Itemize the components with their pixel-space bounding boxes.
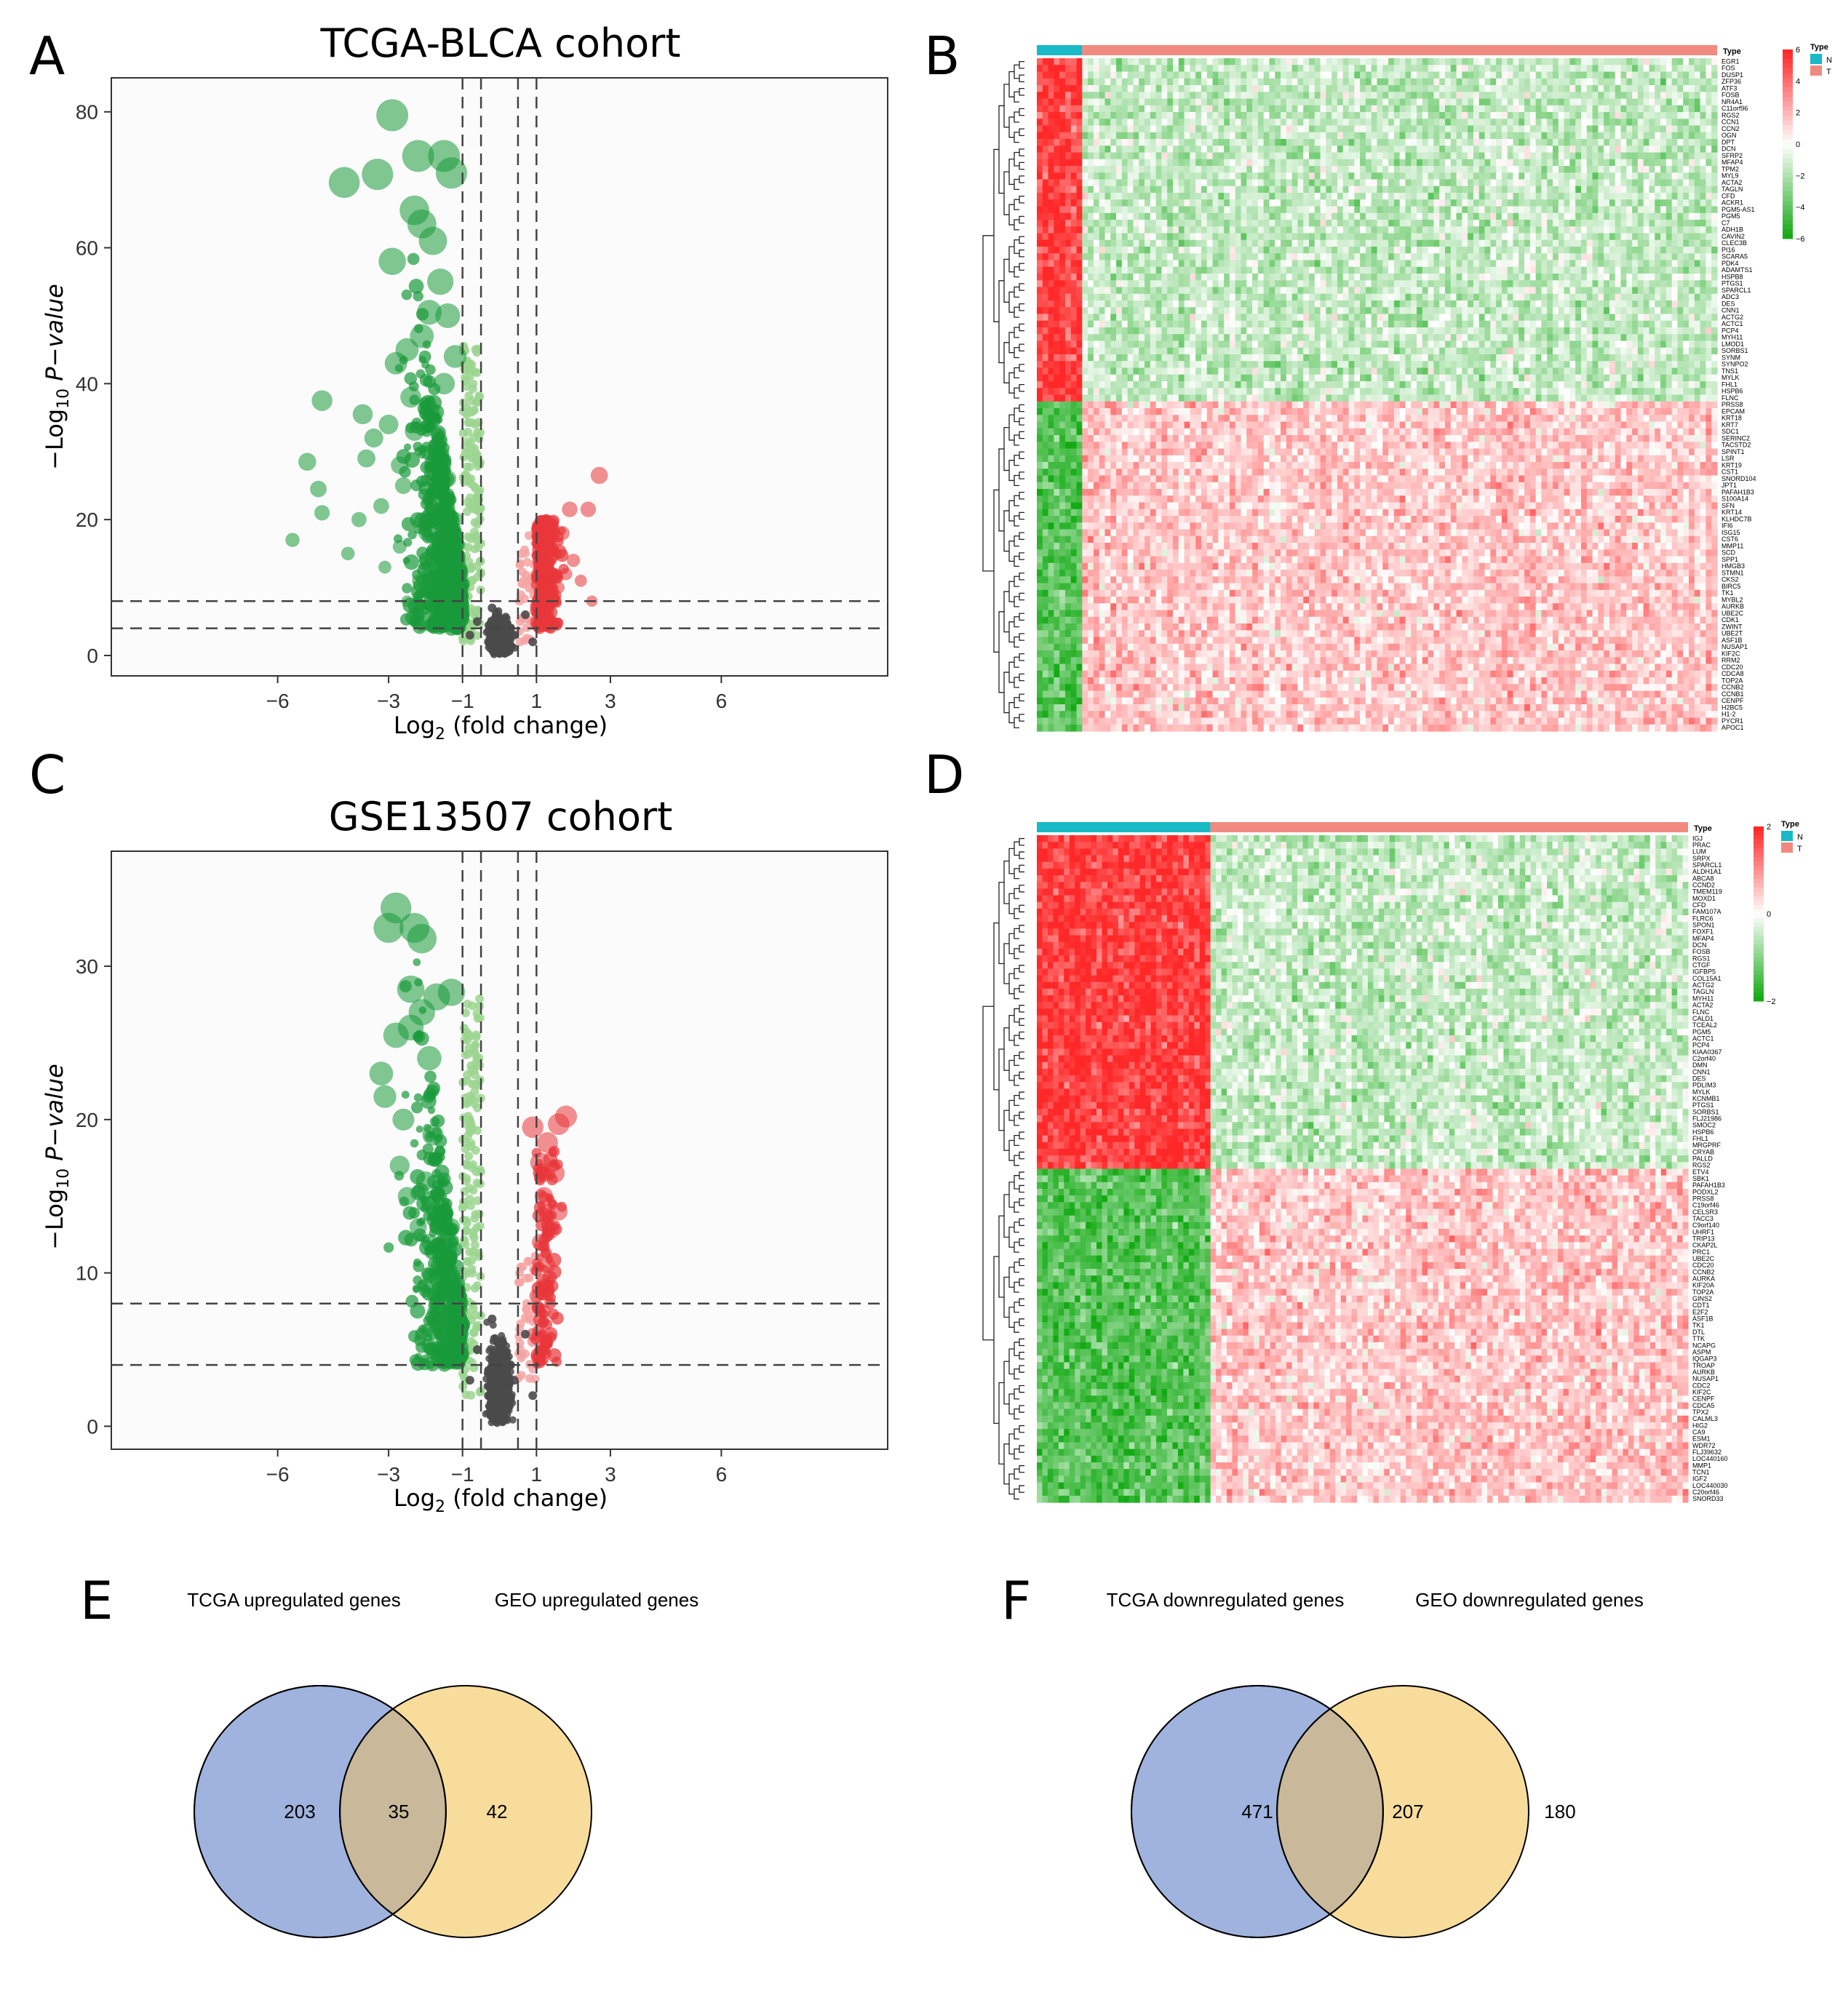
light-down-point [475,434,484,443]
light-down-point [474,507,483,516]
light-down-point [471,544,479,553]
panel-letter-a: A [29,25,65,87]
light-down-point [473,368,482,377]
light-down-point [471,455,480,464]
down-point [419,351,431,363]
ns-point [503,634,510,642]
light-down-point [470,527,479,536]
figure: A TCGA-BLCA cohort −6 −3 −1 1 3 6020406080 Lo… [0,0,1835,2016]
light-down-point [471,518,479,527]
down-point [404,554,419,570]
light-down-point [469,407,477,415]
light-down-point [471,346,480,354]
light-up-point [520,576,528,585]
light-down-point [466,418,474,427]
light-up-point [518,567,527,576]
light-down-point [467,445,476,453]
down-point [425,364,435,375]
down-point [407,530,417,540]
light-down-point [474,391,483,400]
light-down-point [463,428,472,437]
light-down-point [463,463,471,471]
panel-a-title: TCGA-BLCA cohort [320,20,681,66]
ns-point [497,633,504,640]
down-point [402,583,412,593]
light-down-point [470,482,479,491]
down-point [407,253,420,266]
down-point [416,370,426,379]
down-point [402,290,412,300]
light-down-point [459,453,468,461]
down-point [409,279,424,294]
